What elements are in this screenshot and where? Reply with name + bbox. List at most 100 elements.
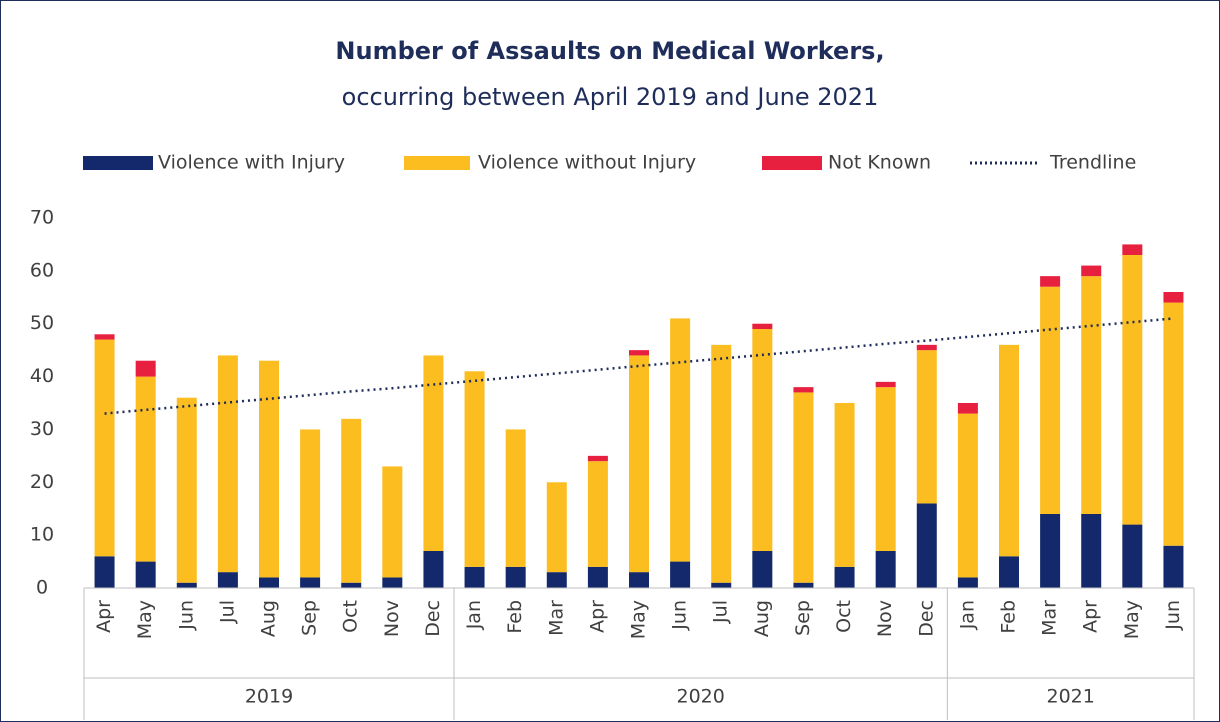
bar-segment <box>382 466 403 578</box>
bar-segment <box>259 577 279 588</box>
bar-segment <box>587 566 608 588</box>
bar-segment <box>341 582 362 588</box>
bar-segment <box>793 387 814 393</box>
x-tick-label: Jan <box>463 600 485 630</box>
x-tick-label: Mar <box>1039 600 1061 636</box>
bar-segment <box>135 561 156 588</box>
bar-segment <box>670 561 691 588</box>
bar-segment <box>1122 524 1143 588</box>
bar-segment <box>957 413 978 578</box>
bar-segment <box>629 355 649 573</box>
bar-segment <box>875 381 896 388</box>
bar-segment <box>711 344 732 583</box>
x-tick-label: Apr <box>586 600 608 633</box>
bar-segment <box>793 392 814 583</box>
bar-segment <box>464 371 485 567</box>
x-tick-label: Feb <box>504 600 526 634</box>
bar-segment <box>752 323 773 329</box>
chart-title: Number of Assaults on Medical Workers, <box>335 37 884 65</box>
bar-segment <box>1040 286 1061 514</box>
bar-segment <box>423 355 444 551</box>
bar-segment <box>546 482 567 573</box>
bar-segment <box>752 329 773 551</box>
bar-segment <box>629 350 649 356</box>
bar-segment <box>1163 302 1184 546</box>
bar-segment <box>1122 244 1143 255</box>
bar-segment <box>999 556 1019 588</box>
bar-segment <box>711 582 732 588</box>
x-tick-label: Dec <box>422 600 444 637</box>
bar-segment <box>423 551 444 588</box>
x-tick-label: Mar <box>545 600 567 636</box>
x-tick-label: Sep <box>792 600 814 636</box>
bar-segment <box>957 577 978 588</box>
bar-segment <box>546 572 567 588</box>
x-tick-label: Jun <box>1162 600 1184 631</box>
bar-segment <box>629 572 649 588</box>
bar-segment <box>135 376 156 562</box>
bar-segment <box>94 556 115 588</box>
y-tick-label: 30 <box>30 418 54 440</box>
bar-segment <box>587 461 608 567</box>
bar-segment <box>916 344 937 351</box>
bar-segment <box>834 566 855 588</box>
bar-segment <box>505 429 526 567</box>
chart-subtitle: occurring between April 2019 and June 20… <box>342 83 879 111</box>
group-label: 2021 <box>1046 686 1094 708</box>
x-tick-label: Jun <box>175 600 197 631</box>
x-tick-label: May <box>134 600 156 639</box>
bar-segment <box>834 403 855 567</box>
y-tick-label: 20 <box>30 471 54 493</box>
bar-segment <box>957 403 978 414</box>
bar-segment <box>217 572 238 588</box>
group-label: 2020 <box>676 686 724 708</box>
y-tick-label: 40 <box>30 365 54 387</box>
legend-label: Violence with Injury <box>158 152 345 174</box>
y-tick-label: 10 <box>30 524 54 546</box>
x-tick-label: Nov <box>874 600 896 637</box>
bar-segment <box>176 397 197 583</box>
bar-segment <box>1081 265 1102 277</box>
x-tick-label: Jul <box>710 600 732 624</box>
bar-segment <box>875 387 896 551</box>
x-tick-label: Aug <box>258 600 280 637</box>
y-tick-label: 60 <box>30 259 54 281</box>
x-tick-label: Oct <box>340 600 362 633</box>
bar-segment <box>1163 292 1184 303</box>
x-tick-label: May <box>1121 600 1143 639</box>
x-tick-label: Aug <box>751 600 773 637</box>
legend-swatch <box>762 156 822 170</box>
bar-segment <box>999 344 1019 557</box>
x-tick-label: Apr <box>1080 600 1102 633</box>
bar-segment <box>135 360 156 377</box>
x-tick-label: Jun <box>669 600 691 631</box>
bar-segment <box>916 350 937 504</box>
bar-segment <box>1081 514 1102 588</box>
bar-segment <box>94 334 115 340</box>
x-tick-label: Apr <box>93 600 115 633</box>
legend-swatch <box>404 156 470 170</box>
bar-segment <box>464 566 485 588</box>
bar-segment <box>587 455 608 462</box>
x-tick-label: Dec <box>915 600 937 637</box>
bar-segment <box>259 360 279 578</box>
bar-segment <box>1122 255 1143 525</box>
bar-segment <box>1081 276 1102 514</box>
trendline <box>104 317 1174 415</box>
bar-segment <box>300 429 321 578</box>
legend-swatch <box>83 156 153 170</box>
x-tick-label: May <box>628 600 650 639</box>
x-tick-label: Sep <box>299 600 321 636</box>
bar-segment <box>1040 514 1061 588</box>
bar-segment <box>382 577 403 588</box>
group-label: 2019 <box>245 686 293 708</box>
x-tick-label: Jan <box>956 600 978 630</box>
bar-segment <box>793 582 814 588</box>
legend-label: Not Known <box>828 152 931 174</box>
bar-segment <box>505 566 526 588</box>
bar-segment <box>670 318 691 562</box>
y-tick-label: 50 <box>30 312 54 334</box>
y-tick-label: 0 <box>36 577 48 599</box>
bar-segment <box>176 582 197 588</box>
